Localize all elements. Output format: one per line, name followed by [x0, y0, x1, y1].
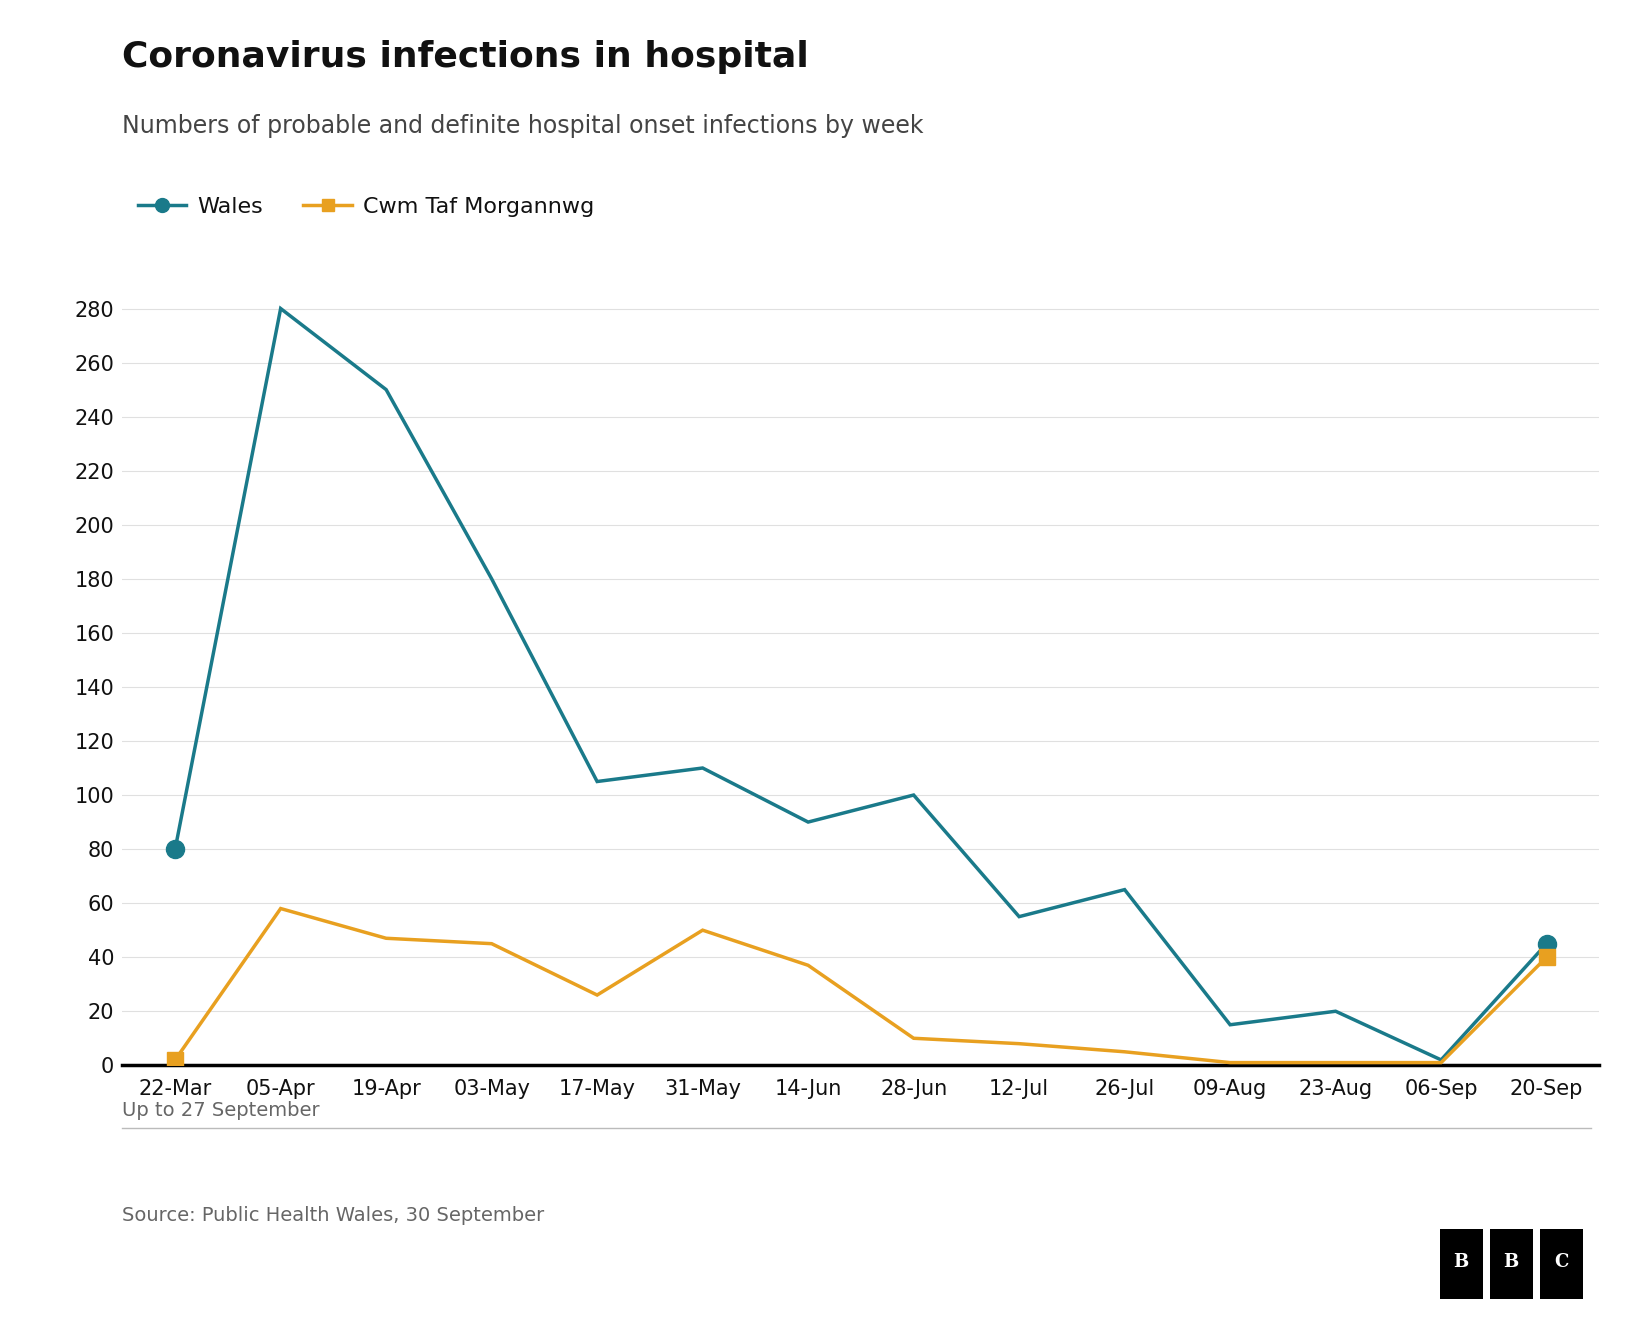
Bar — [1539, 1229, 1583, 1298]
Text: B: B — [1454, 1253, 1469, 1272]
Text: Source: Public Health Wales, 30 September: Source: Public Health Wales, 30 Septembe… — [122, 1206, 545, 1225]
Text: Up to 27 September: Up to 27 September — [122, 1101, 320, 1120]
Text: Coronavirus infections in hospital: Coronavirus infections in hospital — [122, 40, 809, 74]
Text: C: C — [1554, 1253, 1568, 1272]
Bar — [1439, 1229, 1483, 1298]
Text: Numbers of probable and definite hospital onset infections by week: Numbers of probable and definite hospita… — [122, 114, 924, 138]
Bar — [1490, 1229, 1532, 1298]
Legend: Wales, Cwm Taf Morgannwg: Wales, Cwm Taf Morgannwg — [129, 188, 604, 225]
Text: B: B — [1503, 1253, 1519, 1272]
